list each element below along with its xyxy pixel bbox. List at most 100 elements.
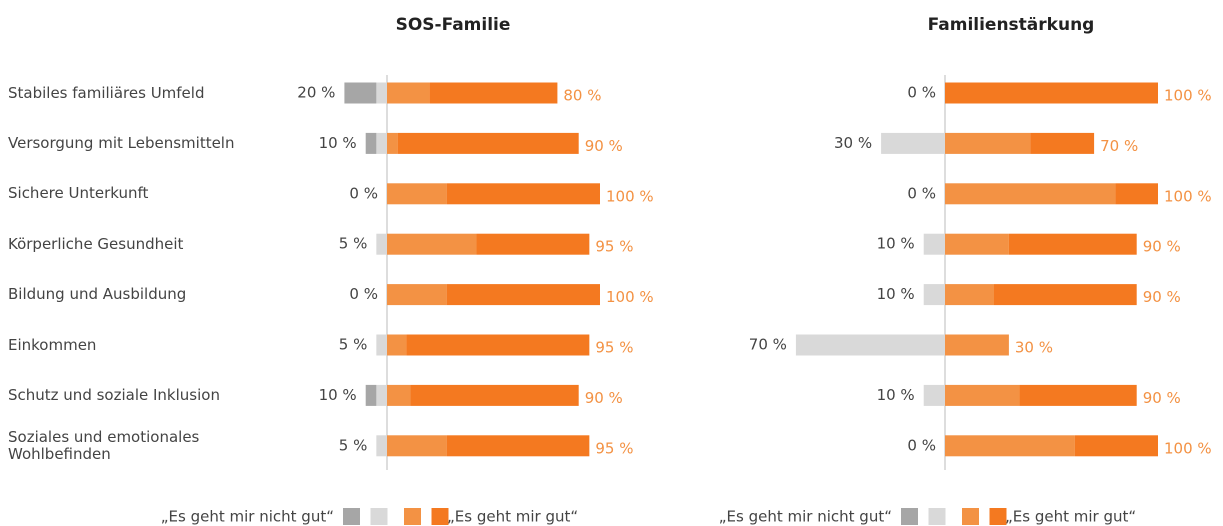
value-label: 5 % — [339, 436, 368, 454]
bar-segment — [387, 132, 398, 154]
bar-segment — [376, 334, 387, 356]
bar-segment — [365, 132, 377, 154]
bar-segment — [945, 284, 994, 306]
bar-segment — [795, 334, 945, 356]
value-label: 95 % — [595, 439, 633, 457]
value-label: 95 % — [595, 238, 633, 256]
bar-segment — [881, 132, 945, 154]
bar-segment — [945, 183, 1116, 205]
value-label: 5 % — [339, 336, 368, 354]
bar-segment — [1030, 132, 1095, 154]
bar-segment — [365, 384, 377, 406]
legend-label: „Es geht mir gut“ — [1005, 508, 1136, 526]
bar-segment — [1074, 435, 1158, 457]
category-text: Bildung und Ausbildung — [8, 285, 187, 304]
legend-swatch — [901, 508, 918, 525]
category-text: Stabiles familiäres Umfeld — [8, 83, 205, 102]
value-label: 100 % — [1164, 187, 1212, 205]
bar-segment — [446, 435, 590, 457]
bar-segment — [397, 132, 579, 154]
bar-segment — [387, 284, 447, 306]
category-text: Sichere Unterkunft — [8, 184, 149, 203]
category-text: Körperliche Gesundheit — [8, 234, 184, 253]
value-label: 30 % — [834, 134, 872, 152]
value-label: 95 % — [595, 339, 633, 357]
bar-segment — [387, 233, 477, 255]
bar-segment — [993, 284, 1137, 306]
bar-segment — [387, 183, 447, 205]
value-label: 70 % — [749, 336, 787, 354]
category-label: Schutz und soziale Inklusion — [8, 385, 220, 404]
value-label: 90 % — [1143, 288, 1181, 306]
category-text: Soziales und emotionales Wohlbefinden — [8, 427, 200, 463]
bar-segment — [387, 334, 407, 356]
value-label: 90 % — [585, 389, 623, 407]
value-label: 10 % — [319, 134, 357, 152]
bar-segment — [1008, 233, 1137, 255]
bar-segment — [945, 384, 1020, 406]
value-label: 10 % — [877, 285, 915, 303]
value-label: 10 % — [877, 386, 915, 404]
value-label: 20 % — [297, 84, 335, 102]
value-label: 90 % — [1143, 389, 1181, 407]
bar-segment — [376, 435, 387, 457]
bar-segment — [945, 435, 1075, 457]
value-label: 70 % — [1100, 137, 1138, 155]
bar-segment — [1115, 183, 1158, 205]
legend-swatch — [989, 508, 1007, 525]
value-label: 10 % — [877, 235, 915, 253]
value-label: 0 % — [907, 436, 936, 454]
bar-segment — [446, 284, 600, 306]
bar-segment — [476, 233, 590, 255]
category-label: Sichere Unterkunft — [8, 184, 149, 203]
value-label: 100 % — [606, 288, 654, 306]
panel-title: SOS-Familie — [396, 15, 511, 35]
value-label: 0 % — [907, 184, 936, 202]
bar-segment — [945, 334, 1009, 356]
category-label: Versorgung mit Lebensmitteln — [8, 133, 235, 152]
bar-segment — [945, 233, 1009, 255]
category-label: Bildung und Ausbildung — [8, 285, 187, 304]
bar-segment — [945, 82, 1158, 104]
bar-segment — [923, 233, 945, 255]
legend-swatch — [962, 508, 979, 525]
value-label: 5 % — [339, 235, 368, 253]
category-label: Soziales und emotionales Wohlbefinden — [8, 427, 200, 463]
value-label: 30 % — [1015, 339, 1053, 357]
bar-segment — [376, 233, 387, 255]
bar-segment — [923, 384, 945, 406]
bar-segment — [376, 384, 387, 406]
legend-swatch — [431, 508, 449, 525]
bar-segment — [376, 132, 387, 154]
bar-segment — [923, 284, 945, 306]
value-label: 90 % — [1143, 238, 1181, 256]
category-text: Einkommen — [8, 335, 97, 354]
value-label: 100 % — [1164, 87, 1212, 105]
bar-segment — [387, 82, 430, 104]
bar-segment — [344, 82, 377, 104]
legend-label: „Es geht mir nicht gut“ — [161, 508, 334, 526]
value-label: 0 % — [907, 84, 936, 102]
value-label: 100 % — [606, 187, 654, 205]
category-label: Einkommen — [8, 335, 97, 354]
bar-segment — [429, 82, 558, 104]
panel-title: Familienstärkung — [928, 15, 1095, 35]
bar-segment — [387, 435, 447, 457]
value-label: 80 % — [563, 87, 601, 105]
category-text: Schutz und soziale Inklusion — [8, 385, 220, 404]
bar-segment — [410, 384, 579, 406]
value-label: 10 % — [319, 386, 357, 404]
category-label: Körperliche Gesundheit — [8, 234, 184, 253]
legend-swatch — [404, 508, 421, 525]
legend-swatch — [343, 508, 360, 525]
legend-swatch — [370, 508, 388, 525]
legend-swatch — [928, 508, 946, 525]
bar-segment — [945, 132, 1031, 154]
bar-segment — [446, 183, 600, 205]
value-label: 100 % — [1164, 439, 1212, 457]
category-text: Versorgung mit Lebensmitteln — [8, 133, 235, 152]
legend-label: „Es geht mir gut“ — [447, 508, 578, 526]
legend-label: „Es geht mir nicht gut“ — [719, 508, 892, 526]
bar-segment — [376, 82, 387, 104]
